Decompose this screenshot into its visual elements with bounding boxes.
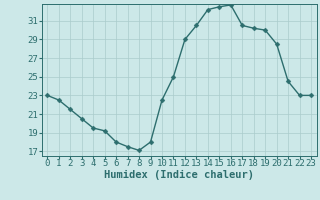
- X-axis label: Humidex (Indice chaleur): Humidex (Indice chaleur): [104, 170, 254, 180]
